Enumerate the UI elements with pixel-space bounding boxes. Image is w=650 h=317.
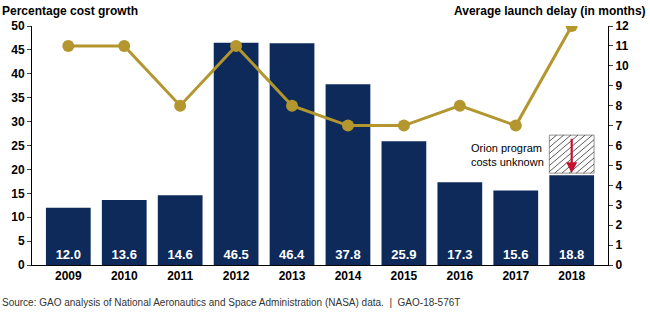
svg-text:10: 10 — [615, 59, 629, 73]
svg-text:3: 3 — [615, 198, 622, 212]
svg-text:35: 35 — [11, 91, 25, 105]
svg-text:0: 0 — [18, 258, 25, 272]
svg-text:46.5: 46.5 — [223, 247, 248, 262]
svg-text:12.0: 12.0 — [56, 247, 81, 262]
svg-text:11: 11 — [615, 39, 628, 53]
svg-text:46.4: 46.4 — [279, 247, 305, 262]
svg-text:2013: 2013 — [279, 269, 306, 283]
svg-text:2018: 2018 — [558, 269, 585, 283]
svg-text:15.6: 15.6 — [503, 247, 528, 262]
svg-text:2011: 2011 — [167, 269, 193, 283]
svg-text:5: 5 — [615, 159, 622, 173]
svg-text:Source: GAO analysis of Nation: Source: GAO analysis of National Aeronau… — [2, 297, 460, 308]
svg-text:25: 25 — [11, 139, 25, 153]
svg-text:2010: 2010 — [111, 269, 138, 283]
svg-text:Percentage cost growth: Percentage cost growth — [2, 4, 138, 18]
svg-text:2012: 2012 — [223, 269, 250, 283]
svg-text:13.6: 13.6 — [112, 247, 137, 262]
svg-text:15: 15 — [11, 187, 25, 201]
svg-text:40: 40 — [11, 67, 25, 81]
svg-text:7: 7 — [615, 119, 622, 133]
svg-text:1: 1 — [615, 238, 622, 252]
svg-text:6: 6 — [615, 139, 622, 153]
svg-text:0: 0 — [615, 258, 622, 272]
svg-text:2015: 2015 — [391, 269, 418, 283]
svg-text:50: 50 — [11, 19, 25, 33]
svg-text:17.3: 17.3 — [447, 247, 472, 262]
svg-text:8: 8 — [615, 99, 622, 113]
svg-text:2: 2 — [615, 218, 622, 232]
svg-text:18.8: 18.8 — [559, 247, 584, 262]
svg-text:10: 10 — [11, 210, 25, 224]
svg-text:Average launch delay (in month: Average launch delay (in months) — [454, 4, 646, 18]
svg-text:2009: 2009 — [55, 269, 82, 283]
svg-text:14.6: 14.6 — [168, 247, 193, 262]
svg-text:20: 20 — [11, 163, 25, 177]
svg-text:9: 9 — [615, 79, 622, 93]
svg-text:37.8: 37.8 — [335, 247, 360, 262]
svg-text:25.9: 25.9 — [391, 247, 416, 262]
svg-text:2017: 2017 — [502, 269, 529, 283]
svg-text:Orion programcosts unknown: Orion programcosts unknown — [471, 142, 544, 168]
svg-text:45: 45 — [11, 43, 25, 57]
svg-text:4: 4 — [615, 179, 622, 193]
svg-text:2016: 2016 — [446, 269, 473, 283]
svg-text:30: 30 — [11, 115, 25, 129]
svg-text:5: 5 — [18, 234, 25, 248]
svg-text:12: 12 — [615, 19, 629, 33]
svg-text:2014: 2014 — [335, 269, 362, 283]
